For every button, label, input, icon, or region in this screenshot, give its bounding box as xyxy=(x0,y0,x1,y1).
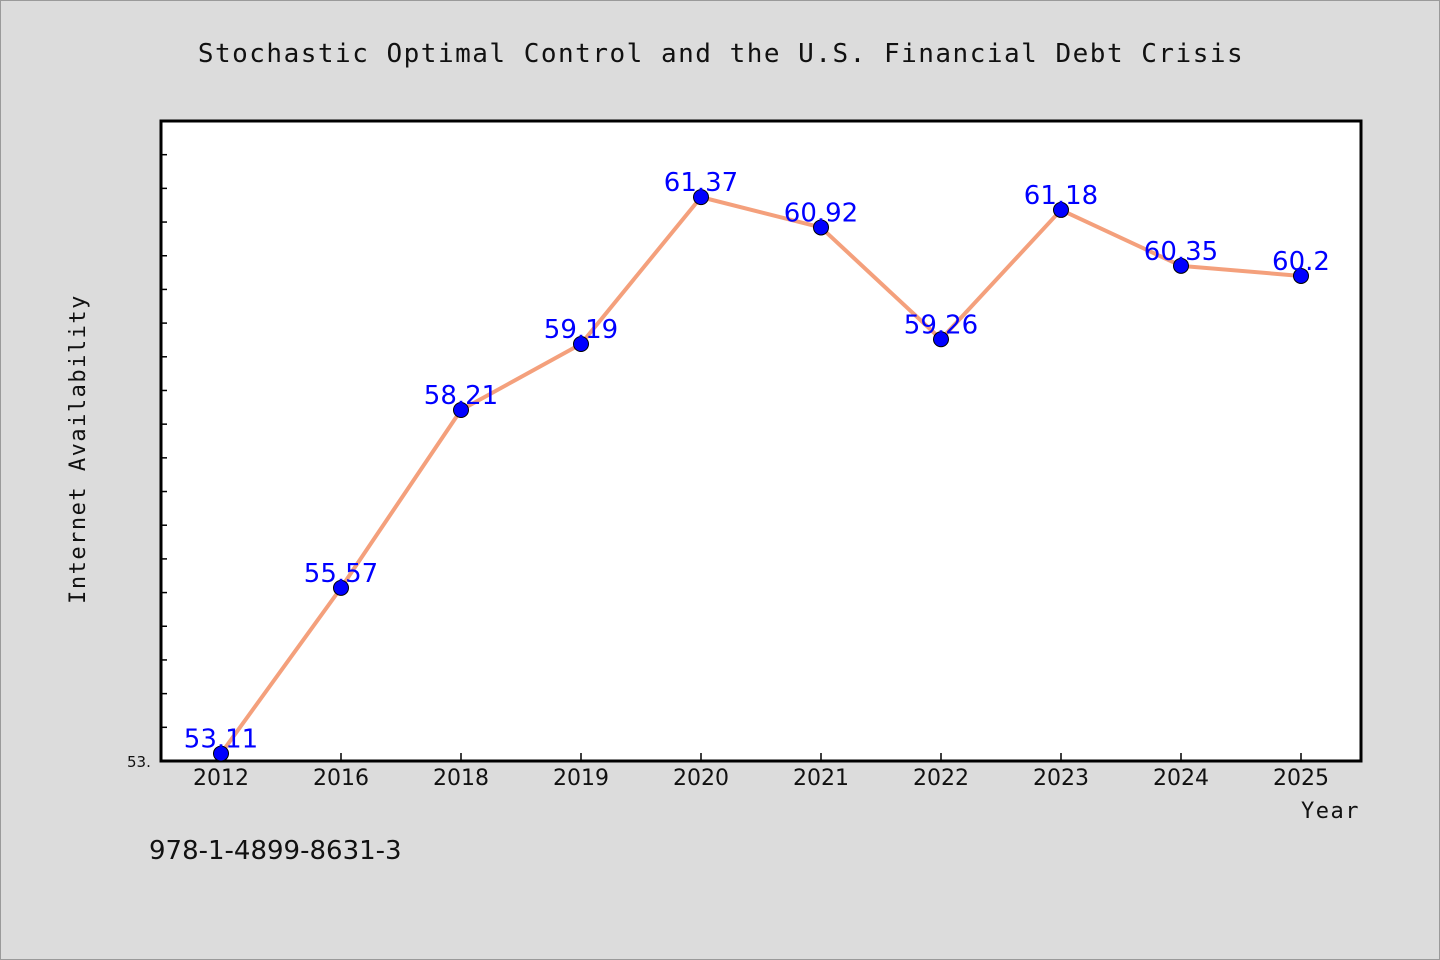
data-point-2018 xyxy=(453,402,469,419)
isbn-text: 978-1-4899-8631-3 xyxy=(149,836,402,866)
y-axis-label: Internet Availability xyxy=(66,294,91,604)
data-point-2016 xyxy=(333,579,349,596)
data-label-2020: 61.37 xyxy=(664,168,738,198)
x-tick-label-2022: 2022 xyxy=(913,766,969,791)
data-point-2023 xyxy=(1053,201,1069,218)
data-label-2025: 60.2 xyxy=(1272,247,1330,277)
x-tick-label-2024: 2024 xyxy=(1153,766,1209,791)
data-point-2020 xyxy=(693,189,709,206)
data-point-2019 xyxy=(573,335,589,352)
x-tick-label-2020: 2020 xyxy=(673,766,729,791)
x-tick-label-2018: 2018 xyxy=(433,766,489,791)
data-label-2024: 60.35 xyxy=(1144,237,1218,267)
data-label-2012: 53.11 xyxy=(184,725,258,755)
data-point-2022 xyxy=(933,331,949,348)
data-label-2021: 60.92 xyxy=(784,198,858,228)
x-axis-tick-labels: 2012 2016 2018 2019 2020 2021 2022 2023 2024 2025 xyxy=(193,766,1329,791)
data-label-2019: 59.19 xyxy=(544,315,618,345)
series-line xyxy=(219,195,1302,755)
data-label-2023: 61.18 xyxy=(1024,181,1098,211)
data-point-2024 xyxy=(1173,257,1189,274)
chart-title: Stochastic Optimal Control and the U.S. … xyxy=(198,39,1244,69)
x-tick-label-2025: 2025 xyxy=(1273,766,1329,791)
data-point-2012 xyxy=(213,745,229,762)
y-axis-ticks xyxy=(161,120,167,762)
y-tick-label-min: 53. xyxy=(127,753,151,771)
x-tick-label-2021: 2021 xyxy=(793,766,849,791)
data-label-2016: 55.57 xyxy=(304,559,378,589)
x-tick-label-2019: 2019 xyxy=(553,766,609,791)
data-point-2021 xyxy=(813,219,829,236)
data-label-2018: 58.21 xyxy=(424,381,498,411)
x-tick-label-2016: 2016 xyxy=(313,766,369,791)
x-tick-label-2023: 2023 xyxy=(1033,766,1089,791)
data-label-2022: 59.26 xyxy=(904,310,978,340)
data-point-2025 xyxy=(1293,267,1309,284)
plot-area xyxy=(159,119,1363,763)
x-tick-label-2012: 2012 xyxy=(193,766,249,791)
x-axis-label: Year xyxy=(1301,799,1360,824)
series-layer: 53.11 55.57 58.21 59.19 61.37 60.92 59.26 61.18… xyxy=(184,168,1330,762)
